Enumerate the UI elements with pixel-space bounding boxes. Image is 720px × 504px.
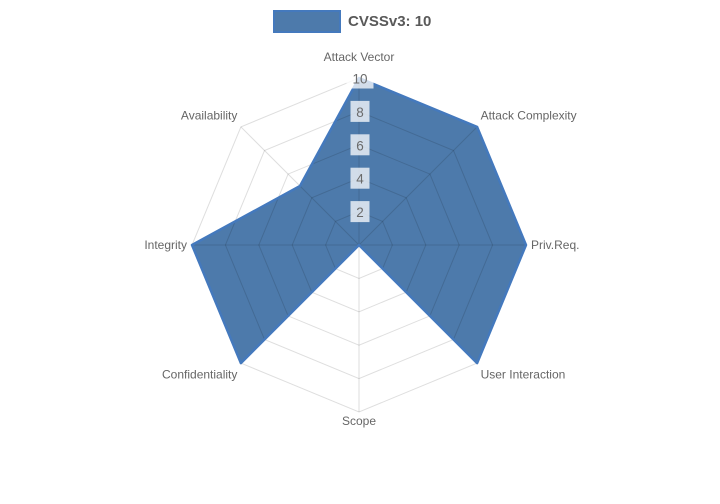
tick-backdrop-8 bbox=[350, 100, 370, 122]
axis-label-confidentiality: Confidentiality bbox=[162, 368, 237, 382]
grid-ring-8 bbox=[224, 110, 494, 380]
axis-label-integrity: Integrity bbox=[144, 238, 187, 252]
tick-label-8: 8 bbox=[356, 105, 364, 120]
legend-item-cvssv3[interactable]: CVSSv3: 10 bbox=[273, 10, 431, 33]
tick-backdrop-10 bbox=[346, 67, 374, 89]
axis-label-attack-complexity: Attack Complexity bbox=[481, 108, 577, 122]
legend-label: CVSSv3: 10 bbox=[348, 13, 432, 30]
tick-label-10: 10 bbox=[352, 72, 367, 87]
data-polygon-outline bbox=[190, 76, 528, 365]
axis-label-priv-req: Priv.Req. bbox=[531, 238, 579, 252]
tick-backdrop-2 bbox=[350, 201, 370, 223]
tick-label-4: 4 bbox=[356, 172, 364, 187]
axis-spoke-attack-complexity bbox=[358, 126, 478, 246]
tick-backdrop-6 bbox=[350, 134, 370, 156]
tick-backdrop-4 bbox=[350, 167, 370, 189]
axis-label-attack-vector: Attack Vector bbox=[324, 50, 395, 64]
axis-label-scope: Scope bbox=[342, 414, 376, 428]
legend-swatch-icon bbox=[273, 10, 341, 33]
grid-ring-4 bbox=[291, 177, 427, 313]
tick-label-2: 2 bbox=[356, 205, 364, 220]
axis-label-availability: Availability bbox=[181, 108, 237, 122]
axis-label-user-interaction: User Interaction bbox=[481, 368, 566, 382]
grid-ring-2 bbox=[325, 211, 393, 279]
tick-label-6: 6 bbox=[356, 138, 364, 153]
